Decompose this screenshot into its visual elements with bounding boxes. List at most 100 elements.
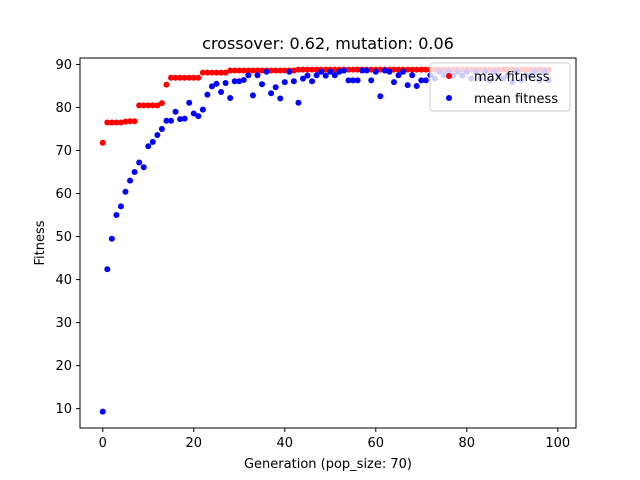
y-axis: 10 20 30 40 50 60 70 80 90 bbox=[55, 58, 80, 417]
point-mean-fitness bbox=[195, 113, 202, 120]
point-mean-fitness bbox=[181, 115, 188, 122]
point-mean-fitness bbox=[327, 68, 334, 75]
point-mean-fitness bbox=[322, 72, 329, 79]
point-mean-fitness bbox=[163, 117, 170, 124]
point-mean-fitness bbox=[313, 72, 320, 79]
point-mean-fitness bbox=[249, 92, 256, 99]
point-max-fitness bbox=[145, 102, 152, 109]
point-mean-fitness bbox=[350, 77, 357, 84]
point-max-fitness bbox=[404, 66, 411, 73]
point-max-fitness bbox=[208, 69, 215, 76]
point-mean-fitness bbox=[222, 79, 229, 86]
point-mean-fitness bbox=[140, 164, 147, 171]
point-max-fitness bbox=[395, 66, 402, 73]
y-tick-label: 30 bbox=[55, 316, 72, 331]
point-mean-fitness bbox=[199, 106, 206, 113]
point-max-fitness bbox=[181, 74, 188, 81]
point-mean-fitness bbox=[390, 79, 397, 86]
point-max-fitness bbox=[322, 66, 329, 73]
point-mean-fitness bbox=[318, 68, 325, 75]
point-mean-fitness bbox=[127, 177, 134, 184]
point-mean-fitness bbox=[213, 80, 220, 87]
y-tick-label: 70 bbox=[55, 144, 72, 159]
point-mean-fitness bbox=[268, 90, 275, 97]
point-max-fitness bbox=[259, 67, 266, 74]
point-max-fitness bbox=[345, 66, 352, 73]
point-max-fitness bbox=[390, 66, 397, 73]
point-mean-fitness bbox=[154, 132, 161, 139]
x-tick-label: 60 bbox=[368, 436, 385, 451]
point-mean-fitness bbox=[286, 68, 293, 75]
x-axis: 0 20 40 60 80 100 bbox=[99, 428, 570, 451]
point-mean-fitness bbox=[113, 212, 120, 219]
x-tick-label: 20 bbox=[185, 436, 202, 451]
point-mean-fitness bbox=[245, 72, 252, 79]
legend: max fitness mean fitness bbox=[429, 62, 571, 112]
point-mean-fitness bbox=[281, 79, 288, 86]
y-tick-label: 40 bbox=[55, 273, 72, 288]
x-tick-label: 80 bbox=[459, 436, 476, 451]
point-max-fitness bbox=[254, 67, 261, 74]
y-tick-label: 10 bbox=[55, 402, 72, 417]
point-mean-fitness bbox=[145, 143, 152, 150]
point-max-fitness bbox=[131, 118, 138, 125]
point-max-fitness bbox=[354, 66, 361, 73]
point-mean-fitness bbox=[404, 82, 411, 89]
point-mean-fitness bbox=[263, 68, 270, 75]
point-mean-fitness bbox=[99, 408, 106, 415]
point-max-fitness bbox=[122, 118, 129, 125]
point-mean-fitness bbox=[117, 203, 124, 210]
point-mean-fitness bbox=[295, 99, 302, 106]
x-tick-label: 100 bbox=[545, 436, 570, 451]
point-max-fitness bbox=[199, 69, 206, 76]
point-mean-fitness bbox=[208, 83, 215, 90]
point-max-fitness bbox=[299, 66, 306, 73]
point-mean-fitness bbox=[386, 68, 393, 75]
point-max-fitness bbox=[195, 74, 202, 81]
point-max-fitness bbox=[140, 102, 147, 109]
point-mean-fitness bbox=[177, 116, 184, 123]
point-max-fitness bbox=[204, 69, 211, 76]
point-mean-fitness bbox=[218, 88, 225, 95]
legend-label-max-fitness: max fitness bbox=[474, 70, 550, 85]
point-max-fitness bbox=[331, 66, 338, 73]
point-max-fitness bbox=[113, 119, 120, 126]
point-mean-fitness bbox=[259, 81, 266, 88]
point-mean-fitness bbox=[254, 72, 261, 79]
chart-title: crossover: 0.62, mutation: 0.06 bbox=[202, 34, 454, 53]
point-max-fitness bbox=[108, 119, 115, 126]
point-mean-fitness bbox=[304, 72, 311, 79]
point-max-fitness bbox=[245, 67, 252, 74]
point-mean-fitness bbox=[309, 78, 316, 85]
point-mean-fitness bbox=[227, 95, 234, 102]
point-max-fitness bbox=[295, 66, 302, 73]
point-max-fitness bbox=[190, 74, 197, 81]
point-mean-fitness bbox=[359, 67, 366, 74]
point-mean-fitness bbox=[372, 68, 379, 75]
point-mean-fitness bbox=[336, 68, 343, 75]
point-mean-fitness bbox=[236, 78, 243, 85]
point-max-fitness bbox=[409, 66, 416, 73]
point-max-fitness bbox=[281, 67, 288, 74]
point-mean-fitness bbox=[158, 125, 165, 132]
point-mean-fitness bbox=[290, 78, 297, 85]
point-max-fitness bbox=[309, 66, 316, 73]
point-mean-fitness bbox=[131, 169, 138, 176]
point-max-fitness bbox=[418, 66, 425, 73]
legend-label-mean-fitness: mean fitness bbox=[474, 92, 558, 107]
point-max-fitness bbox=[218, 69, 225, 76]
point-mean-fitness bbox=[172, 108, 179, 115]
point-mean-fitness bbox=[413, 82, 420, 89]
point-mean-fitness bbox=[104, 266, 111, 273]
point-max-fitness bbox=[172, 74, 179, 81]
point-max-fitness bbox=[186, 74, 193, 81]
point-mean-fitness bbox=[345, 77, 352, 84]
point-mean-fitness bbox=[240, 76, 247, 83]
point-max-fitness bbox=[158, 100, 165, 107]
point-mean-fitness bbox=[381, 67, 388, 74]
plot-frame bbox=[79, 57, 577, 429]
y-axis-label: Fitness bbox=[33, 220, 48, 265]
point-mean-fitness bbox=[368, 77, 375, 84]
point-max-fitness bbox=[277, 67, 284, 74]
